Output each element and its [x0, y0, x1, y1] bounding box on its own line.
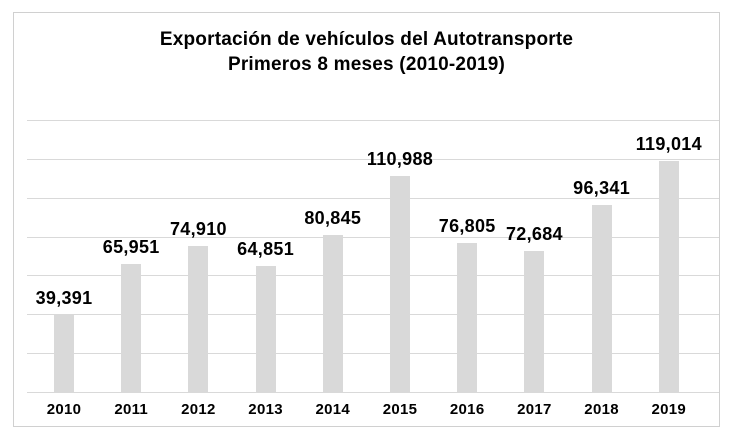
bar-2019 [659, 161, 679, 392]
bar-2012 [188, 246, 208, 392]
gridline [27, 120, 719, 121]
gridline [27, 275, 719, 276]
bar-value-label-2010: 39,391 [35, 288, 93, 308]
x-axis-label-2012: 2012 [181, 401, 216, 418]
bar-value-label-2014: 80,845 [304, 208, 362, 228]
bar-2010 [54, 315, 74, 392]
bar-value-label-2011: 65,951 [102, 237, 160, 257]
bar-value-label-2019: 119,014 [635, 134, 702, 154]
bar-2015 [390, 176, 410, 392]
x-axis-label-2010: 2010 [46, 401, 82, 418]
chart-frame: Exportación de vehículos del Autotranspo… [13, 12, 720, 427]
bar-2013 [256, 266, 276, 392]
bar-value-label-2016: 76,805 [438, 216, 496, 236]
bar-2011 [121, 264, 141, 392]
bar-value-label-2017: 72,684 [505, 224, 563, 244]
chart-title-line2: Primeros 8 meses (2010-2019) [227, 54, 506, 75]
x-axis-label-2014: 2014 [315, 401, 351, 418]
plot-area: 39,391 65,951 74,910 64,851 80,845 110,988 76,… [27, 120, 719, 393]
chart-title-line1: Exportación de vehículos del Autotranspo… [159, 29, 574, 50]
bar-value-label-2018: 96,341 [573, 178, 631, 198]
chart-title: Exportación de vehículos del Autotranspo… [14, 27, 719, 77]
gridline [27, 353, 719, 354]
gridline [27, 237, 719, 238]
x-axis-label-2017: 2017 [517, 401, 552, 418]
x-axis-label-2019: 2019 [651, 401, 687, 418]
bar-2017 [524, 251, 544, 392]
x-axis-label-2016: 2016 [449, 401, 485, 418]
gridline [27, 159, 719, 160]
gridline [27, 198, 719, 199]
bar-value-label-2015: 110,988 [366, 149, 434, 169]
bar-2018 [592, 205, 612, 392]
x-axis-label-2011: 2011 [114, 401, 149, 418]
bar-2016 [457, 243, 477, 392]
x-axis: 2010 2011 2012 2013 2014 2015 2016 2017 2018 2019 [27, 401, 719, 423]
bar-2014 [323, 235, 343, 392]
x-axis-label-2015: 2015 [382, 401, 418, 418]
x-axis-label-2013: 2013 [248, 401, 283, 418]
bar-value-label-2013: 64,851 [237, 239, 295, 259]
x-axis-label-2018: 2018 [584, 401, 619, 418]
bar-value-label-2012: 74,910 [169, 219, 227, 239]
gridline [27, 314, 719, 315]
